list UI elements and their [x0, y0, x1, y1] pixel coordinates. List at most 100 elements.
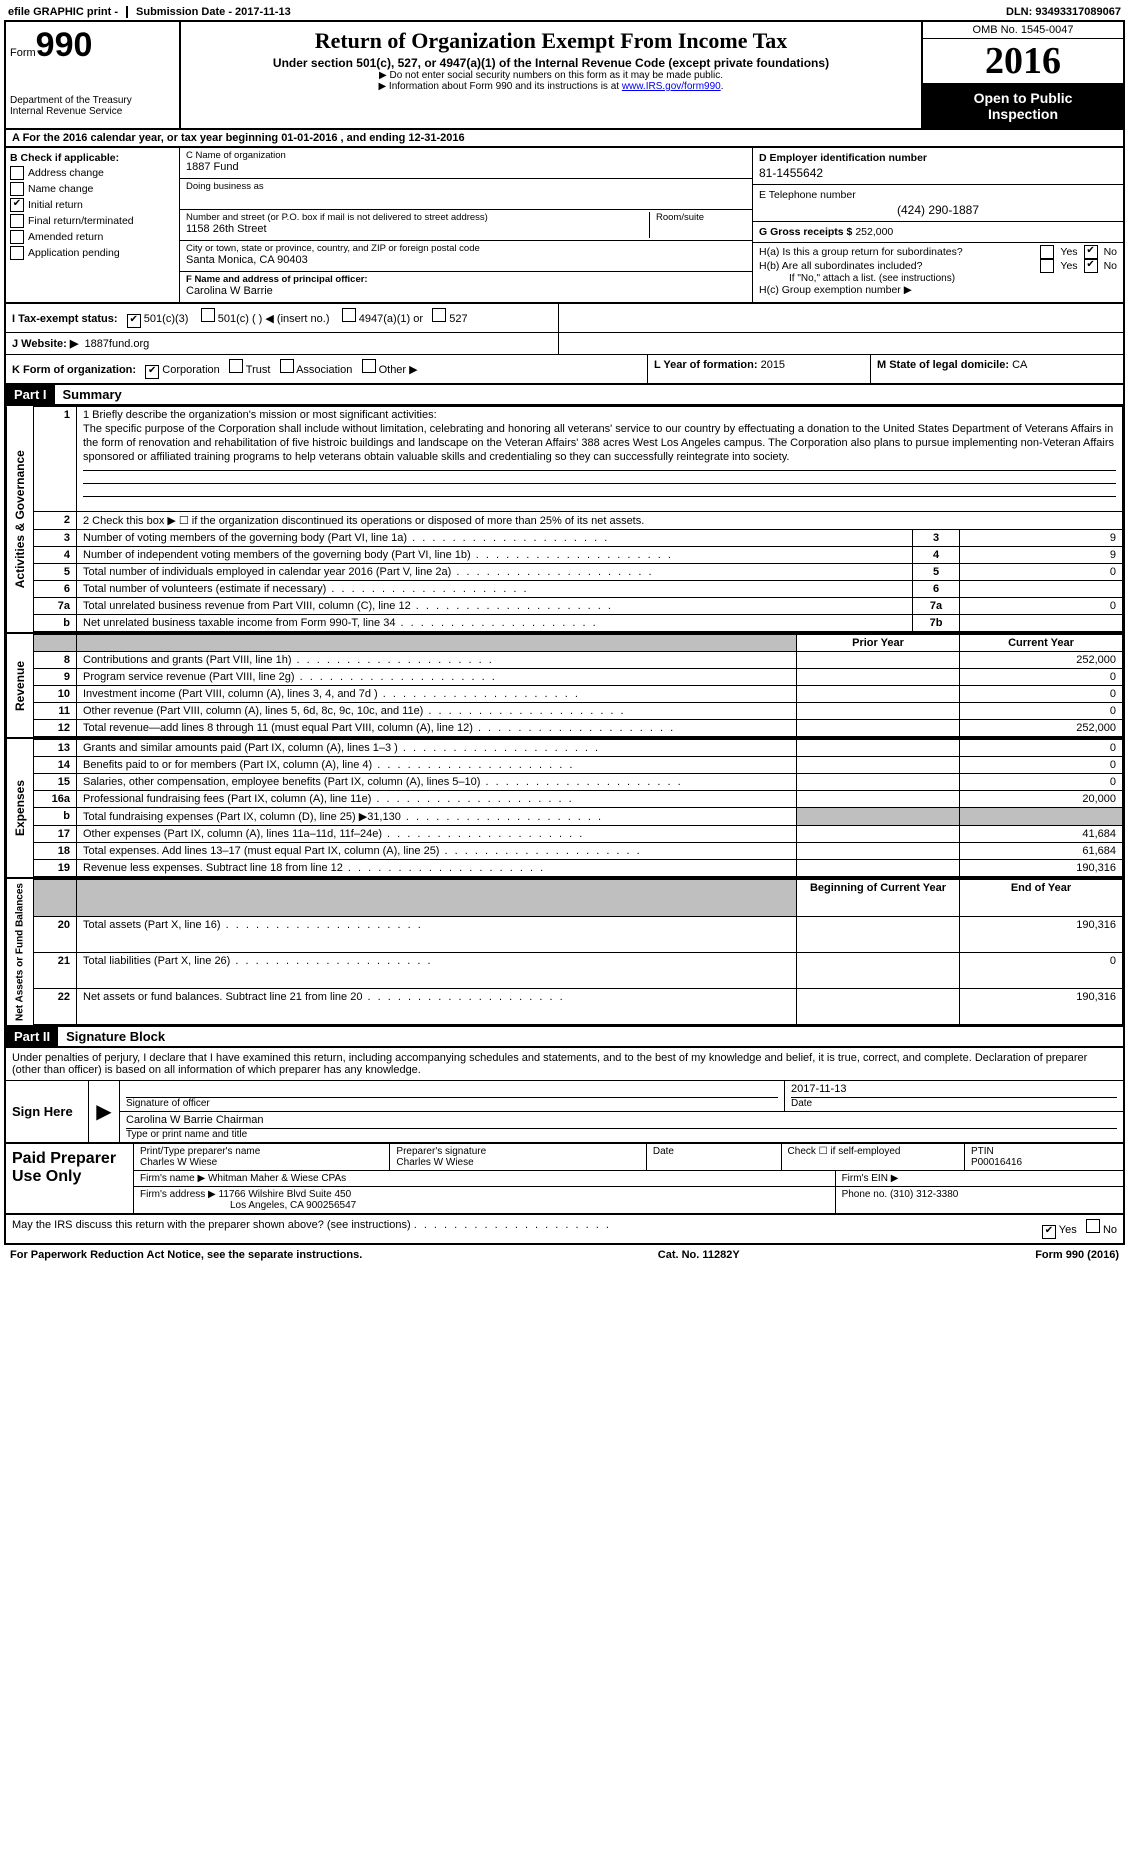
chk-address-change[interactable]: Address change [10, 166, 175, 180]
footer-right: Form 990 (2016) [1035, 1249, 1119, 1261]
name-title-label: Type or print name and title [126, 1129, 1117, 1140]
current-value: 0 [960, 774, 1123, 791]
line-desc: Total assets (Part X, line 16) [77, 916, 797, 952]
ein-label: D Employer identification number [759, 152, 1117, 164]
k-opt2: Trust [246, 364, 271, 376]
dln-label: DLN: [1006, 6, 1035, 18]
checkbox-icon[interactable] [342, 308, 356, 322]
line-desc: Investment income (Part VIII, column (A)… [77, 686, 797, 703]
room-label: Room/suite [656, 212, 746, 223]
chk-application-pending[interactable]: Application pending [10, 246, 175, 260]
checkbox-icon[interactable] [362, 359, 376, 373]
checkbox-icon[interactable] [1040, 259, 1054, 273]
chk-amended-return[interactable]: Amended return [10, 230, 175, 244]
blank-line [83, 470, 1116, 483]
efile-label: efile GRAPHIC print - [8, 6, 118, 18]
row-a-tax-year: A For the 2016 calendar year, or tax yea… [4, 130, 1125, 148]
note2-text: ▶ Information about Form 990 and its ins… [378, 81, 621, 92]
net-assets-table: Beginning of Current Year End of Year 20… [33, 879, 1123, 1025]
signature-block: Under penalties of perjury, I declare th… [4, 1048, 1125, 1144]
form-org: K Form of organization: Corporation Trus… [6, 355, 648, 383]
org-name-row: C Name of organization 1887 Fund [180, 148, 752, 179]
box-d-h: D Employer identification number 81-1455… [752, 148, 1123, 302]
paid-preparer-block: Paid Preparer Use Only Print/Type prepar… [4, 1144, 1125, 1215]
address-row: Number and street (or P.O. box if mail i… [180, 210, 752, 241]
prior-value [797, 826, 960, 843]
line-num: 6 [34, 581, 77, 598]
k-opt3: Association [296, 364, 352, 376]
line-ref: 5 [913, 564, 960, 581]
line-value [960, 615, 1123, 632]
h-b-label: H(b) Are all subordinates included? [759, 260, 1034, 272]
p-date-label: Date [653, 1146, 775, 1157]
prior-value [797, 720, 960, 737]
header-left: Form990 Department of the Treasury Inter… [6, 22, 181, 128]
prior-value [797, 652, 960, 669]
line-desc: Number of voting members of the governin… [77, 530, 913, 547]
prior-value [797, 669, 960, 686]
sig-date-value: 2017-11-13 [791, 1083, 1117, 1098]
checkbox-icon[interactable] [1084, 259, 1098, 273]
box-e: E Telephone number (424) 290-1887 [753, 185, 1123, 222]
dba-row: Doing business as [180, 179, 752, 210]
h-b-note: If "No," attach a list. (see instruction… [759, 273, 1117, 284]
no-label: No [1104, 246, 1117, 258]
irs-discuss-answer: Yes No [1042, 1219, 1117, 1239]
prior-value [797, 843, 960, 860]
line-desc: Revenue less expenses. Subtract line 18 … [77, 860, 797, 877]
current-value: 190,316 [960, 916, 1123, 952]
prior-value [797, 740, 960, 757]
line-num: 20 [34, 916, 77, 952]
no-label: No [1104, 260, 1117, 272]
checkbox-icon[interactable] [1084, 245, 1098, 259]
checkbox-icon[interactable] [280, 359, 294, 373]
phone-label: Phone no. [842, 1189, 888, 1200]
box-c-f: C Name of organization 1887 Fund Doing b… [180, 148, 752, 302]
submission-date: Submission Date - 2017-11-13 [126, 6, 291, 18]
chk-name-change[interactable]: Name change [10, 182, 175, 196]
chk-final-return[interactable]: Final return/terminated [10, 214, 175, 228]
header-mid: Return of Organization Exempt From Incom… [181, 22, 921, 128]
phone-value: (310) 312-3380 [890, 1189, 958, 1200]
prior-value [797, 916, 960, 952]
row-j-right [559, 333, 1123, 354]
form-note1: ▶ Do not enter social security numbers o… [185, 70, 917, 81]
line-desc: Net unrelated business taxable income fr… [77, 615, 913, 632]
phone-value: (424) 290-1887 [759, 203, 1117, 217]
checkbox-icon[interactable] [145, 365, 159, 379]
vlabel-net: Net Assets or Fund Balances [6, 879, 33, 1025]
line-value: 9 [960, 530, 1123, 547]
header-right: OMB No. 1545-0047 2016 Open to Public In… [921, 22, 1123, 128]
h-c-label: H(c) Group exemption number ▶ [759, 284, 912, 296]
chk-initial-return[interactable]: Initial return [10, 198, 175, 212]
line-value [960, 581, 1123, 598]
rows-i-j-k: I Tax-exempt status: 501(c)(3) 501(c) ( … [4, 304, 1125, 385]
i-label: I Tax-exempt status: [12, 313, 118, 325]
checkbox-icon[interactable] [229, 359, 243, 373]
irs-link[interactable]: www.IRS.gov/form990 [622, 81, 721, 92]
line-num: 7a [34, 598, 77, 615]
chk-label: Initial return [28, 199, 83, 211]
blank-line [83, 496, 1116, 509]
line-num: b [34, 808, 77, 826]
ptin-value: P00016416 [971, 1157, 1117, 1168]
line-desc: Salaries, other compensation, employee b… [77, 774, 797, 791]
gross-receipts-value: 252,000 [855, 226, 893, 238]
dots [414, 1219, 611, 1231]
line-desc: Total number of volunteers (estimate if … [77, 581, 913, 598]
current-value: 41,684 [960, 826, 1123, 843]
checkbox-icon[interactable] [432, 308, 446, 322]
line-desc: Program service revenue (Part VIII, line… [77, 669, 797, 686]
checkbox-icon[interactable] [1040, 245, 1054, 259]
checkbox-icon[interactable] [127, 314, 141, 328]
current-value: 190,316 [960, 860, 1123, 877]
checkbox-icon[interactable] [1086, 1219, 1100, 1233]
q-text: May the IRS discuss this return with the… [12, 1219, 411, 1231]
checkbox-icon[interactable] [1042, 1225, 1056, 1239]
checkbox-icon[interactable] [201, 308, 215, 322]
form-number: Form990 [10, 26, 175, 65]
line-value: 0 [960, 598, 1123, 615]
prior-value [797, 860, 960, 877]
prior-value [797, 703, 960, 720]
i-opt4: 527 [449, 313, 467, 325]
